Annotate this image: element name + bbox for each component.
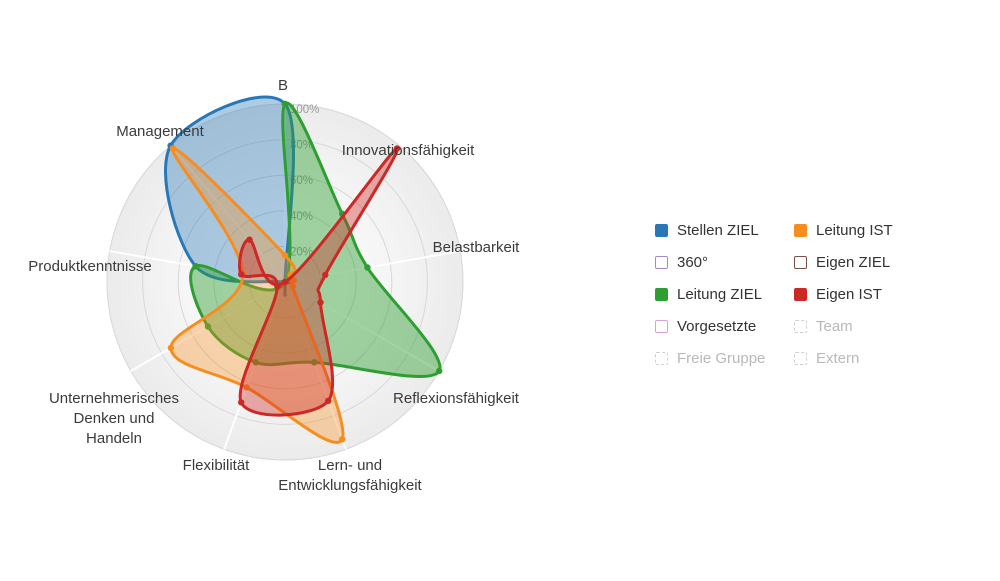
legend-label-freie-gruppe: Freie Gruppe bbox=[677, 350, 766, 367]
axis-label-reflexionsfähigkeit: Reflexionsfähigkeit bbox=[393, 390, 520, 407]
data-point-marker bbox=[311, 359, 318, 366]
data-point-marker bbox=[339, 436, 346, 443]
radar-chart: 20%40%60%80%100% BInnovationsfähigkeitBe… bbox=[28, 77, 521, 494]
legend-label-eigen-ziel: Eigen ZIEL bbox=[816, 254, 891, 271]
data-point-marker bbox=[281, 252, 289, 259]
legend-item-stellen-ziel[interactable]: Stellen ZIEL bbox=[655, 221, 794, 240]
data-point-marker bbox=[252, 359, 259, 366]
data-point-marker bbox=[246, 236, 253, 243]
axis-label-flexibilität: Flexibilität bbox=[183, 457, 251, 474]
axis-label-b: B bbox=[278, 77, 288, 94]
legend-label-team: Team bbox=[816, 318, 853, 335]
legend-swatch-freie-gruppe bbox=[655, 352, 668, 365]
axis-spoke bbox=[284, 281, 440, 372]
legend-swatch-leitung-ziel[interactable] bbox=[655, 288, 668, 301]
legend-swatch-360[interactable] bbox=[655, 256, 668, 269]
legend-label-vorgesetzte: Vorgesetzte bbox=[677, 318, 757, 335]
radial-tick-label: 60% bbox=[290, 175, 313, 187]
data-point-marker bbox=[274, 283, 281, 290]
axis-label-management: Management bbox=[116, 123, 204, 140]
data-point-marker bbox=[364, 264, 371, 271]
data-point-marker bbox=[167, 344, 175, 352]
legend-swatch-extern bbox=[794, 352, 807, 365]
legend-item-360[interactable]: 360° bbox=[655, 253, 794, 272]
axis-label-produktkenntnisse: Produktkenntnisse bbox=[28, 258, 151, 275]
legend-swatch-eigen-ist[interactable] bbox=[794, 288, 807, 301]
axis-spoke bbox=[169, 145, 286, 283]
axis-label-unternehmerisches: Unternehmerisches Denken und Handeln bbox=[49, 390, 179, 447]
chart-legend: Stellen ZIEL Leitung IST 360° Eigen ZIEL Lei… bbox=[655, 221, 893, 368]
legend-swatch-eigen-ziel[interactable] bbox=[794, 256, 807, 269]
data-point-marker bbox=[436, 367, 443, 375]
data-point-marker bbox=[317, 299, 324, 306]
data-point-marker bbox=[169, 145, 177, 152]
legend-label-leitung-ziel: Leitung ZIEL bbox=[677, 286, 763, 303]
legend-item-leitung-ziel[interactable]: Leitung ZIEL bbox=[655, 285, 794, 304]
data-point-marker bbox=[204, 323, 212, 330]
axis-spoke bbox=[284, 281, 347, 450]
legend-label-eigen-ist: Eigen IST bbox=[816, 286, 882, 303]
data-point-marker bbox=[243, 384, 250, 391]
legend-swatch-team bbox=[794, 320, 807, 333]
legend-swatch-leitung-ist[interactable] bbox=[794, 224, 807, 237]
axis-label-innovationsfähigkeit: Innovationsfähigkeit bbox=[342, 142, 475, 159]
legend-item-eigen-ziel[interactable]: Eigen ZIEL bbox=[794, 253, 893, 272]
legend-swatch-vorgesetzte[interactable] bbox=[655, 320, 668, 333]
legend-item-team: Team bbox=[794, 317, 893, 336]
legend-item-vorgesetzte[interactable]: Vorgesetzte bbox=[655, 317, 794, 336]
axis-label-belastbarkeit: Belastbarkeit bbox=[433, 239, 521, 256]
axis-spoke bbox=[223, 281, 286, 450]
data-point-marker bbox=[281, 278, 289, 286]
axis-spoke bbox=[284, 250, 461, 283]
series-area-eigen-ist bbox=[237, 146, 399, 417]
radial-tick-label: 40% bbox=[290, 211, 313, 223]
legend-label-leitung-ist: Leitung IST bbox=[816, 222, 893, 239]
data-point-marker bbox=[393, 145, 401, 152]
series-area-leitung-ziel bbox=[189, 101, 442, 379]
data-point-marker bbox=[290, 277, 297, 284]
legend-item-extern: Extern bbox=[794, 349, 893, 368]
data-point-marker bbox=[281, 100, 289, 108]
data-point-marker bbox=[289, 283, 296, 290]
legend-swatch-stellen-ziel[interactable] bbox=[655, 224, 668, 237]
data-point-marker bbox=[238, 271, 245, 278]
data-point-marker bbox=[238, 399, 245, 406]
data-point-marker bbox=[325, 397, 332, 404]
radial-tick-label: 80% bbox=[290, 140, 313, 152]
legend-item-freie-gruppe: Freie Gruppe bbox=[655, 349, 794, 368]
legend-item-leitung-ist[interactable]: Leitung IST bbox=[794, 221, 893, 240]
legend-label-stellen-ziel: Stellen ZIEL bbox=[677, 222, 759, 239]
radial-tick-label: 20% bbox=[290, 246, 313, 258]
data-point-marker bbox=[322, 271, 329, 279]
legend-item-eigen-ist[interactable]: Eigen IST bbox=[794, 285, 893, 304]
legend-label-360: 360° bbox=[677, 254, 709, 271]
data-point-marker bbox=[192, 263, 199, 270]
series-eigen-ist bbox=[237, 145, 401, 417]
legend-label-extern: Extern bbox=[816, 350, 860, 367]
axis-label-lern-: Lern- und Entwicklungsfähigkeit bbox=[278, 457, 422, 494]
